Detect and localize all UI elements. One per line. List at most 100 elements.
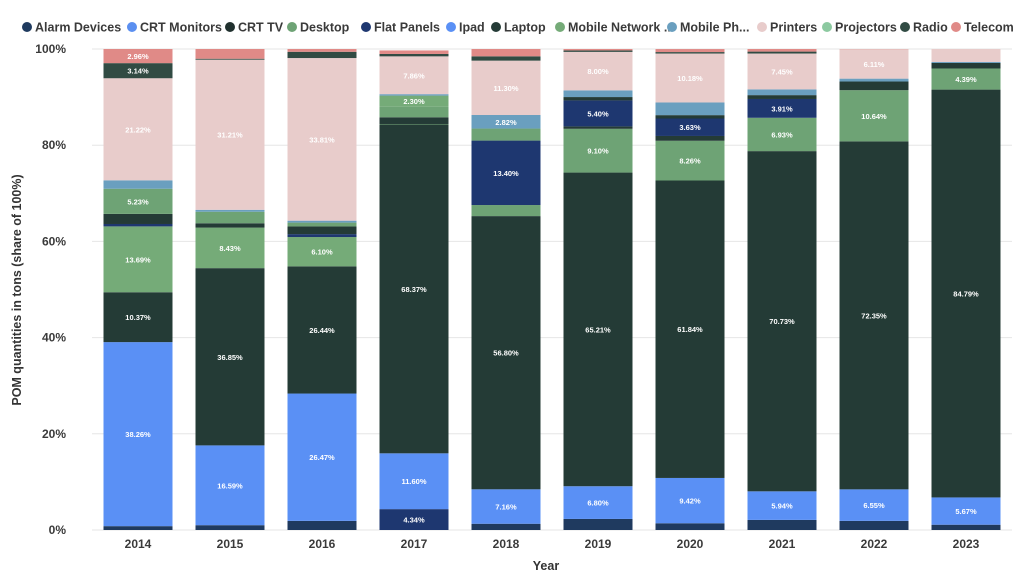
bar-segment[interactable]: 2016 Flat Panels (287, 234, 357, 238)
bar-segment[interactable]: 2016 Telecom (287, 49, 357, 52)
legend-item[interactable]: Mobile Ph... (667, 21, 749, 35)
bar-segment[interactable]: 2014 Laptop (103, 292, 173, 343)
legend-item[interactable]: CRT TV (225, 21, 284, 35)
legend-item[interactable]: Projectors (822, 21, 897, 35)
bar-segment[interactable]: 2022 Printers (839, 49, 909, 79)
bar-segment[interactable]: 2015 Laptop (195, 223, 265, 228)
bar-segment[interactable]: 2014 Ipad (103, 342, 173, 527)
bar-segment[interactable]: 2018 Desktop (471, 128, 541, 141)
bar-segment[interactable]: 2015 Alarm Devices (195, 525, 265, 530)
bar-segment[interactable]: 2020 Flat Panels (655, 118, 725, 136)
bar-segment[interactable]: 2015 Radio (195, 58, 265, 60)
bar-segment[interactable]: 2021 Telecom (747, 49, 817, 52)
legend-item[interactable]: Printers (757, 21, 817, 35)
bar-segment[interactable]: 2019 Laptop (563, 126, 633, 129)
legend-item[interactable]: Alarm Devices (22, 21, 121, 35)
bar-segment[interactable]: 2014 Radio (103, 63, 173, 79)
bar-segment[interactable]: 2018 Ipad (471, 489, 541, 524)
bar-segment[interactable]: 2019 Alarm Devices (563, 518, 633, 530)
bar-segment[interactable]: 2016 Laptop (287, 226, 357, 235)
bar-segment[interactable]: 2021 Radio (747, 51, 817, 54)
bar-segment[interactable]: 2015 Telecom (195, 49, 265, 59)
bar-segment[interactable]: 2022 Ipad (839, 489, 909, 521)
bar-segment[interactable]: 2023 Ipad (931, 497, 1001, 525)
bar-segment[interactable]: 2020 Printers (655, 53, 725, 103)
bar-segment[interactable]: 2020 Laptop (655, 115, 725, 119)
bar-segment[interactable]: 2014 Desktop (103, 188, 173, 214)
bar-segment[interactable]: 2022 Mobile Ph... (839, 78, 909, 82)
bar-segment[interactable]: 2015 Desktop (195, 211, 265, 224)
bar-segment[interactable]: 2023 Mobile Ph... (931, 61, 1001, 63)
bar-segment[interactable]: 2014 Flat Panels (103, 223, 173, 227)
legend-item[interactable]: Laptop (491, 21, 546, 35)
bar-segment[interactable]: 2019 Mobile Ph... (563, 90, 633, 98)
bar-segment[interactable]: 2020 Alarm Devices (655, 523, 725, 530)
bar-segment[interactable]: 2018 Desktop (471, 205, 541, 217)
bar-segment[interactable]: 2016 Mobile Ph... (287, 220, 357, 223)
bar-segment[interactable]: 2021 Alarm Devices (747, 519, 817, 530)
bar-segment[interactable]: 2015 Printers (195, 59, 265, 210)
bar-segment[interactable]: 2016 Radio (287, 51, 357, 59)
legend-item[interactable]: Flat Panels (361, 21, 440, 35)
bar-segment[interactable]: 2017 Laptop (379, 117, 449, 124)
bar-segment[interactable]: 2023 Laptop (931, 62, 1001, 69)
bar-segment[interactable]: 2022 Desktop (839, 90, 909, 142)
bar-segment[interactable]: 2019 Telecom (563, 49, 633, 51)
bar-segment[interactable]: 2018 Printers (471, 60, 541, 115)
bar-segment[interactable]: 2016 Printers (287, 58, 357, 221)
legend-item[interactable]: Radio (900, 21, 948, 35)
bar-segment[interactable]: 2015 Ipad (195, 445, 265, 526)
bar-segment[interactable]: 2020 Laptop (655, 180, 725, 478)
bar-segment[interactable]: 2015 Mobile Network ... (195, 227, 265, 269)
bar-segment[interactable]: 2018 Laptop (471, 216, 541, 490)
bar-segment[interactable]: 2018 Mobile Ph... (471, 114, 541, 129)
bar-segment[interactable]: 2023 Laptop (931, 89, 1001, 498)
bar-segment[interactable]: 2021 Laptop (747, 95, 817, 99)
bar-segment[interactable]: 2014 Mobile Network ... (103, 226, 173, 293)
bar-segment[interactable]: 2017 Desktop (379, 106, 449, 118)
bar-segment[interactable]: 2018 Radio (471, 56, 541, 61)
bar-segment[interactable]: 2021 Flat Panels (747, 98, 817, 118)
bar-segment[interactable]: 2017 Telecom (379, 50, 449, 54)
bar-segment[interactable]: 2016 Desktop (287, 222, 357, 227)
bar-segment[interactable]: 2023 Printers (931, 49, 1001, 62)
legend-item[interactable]: Ipad (446, 21, 485, 35)
bar-segment[interactable]: 2021 Laptop (747, 151, 817, 492)
bar-segment[interactable]: 2014 Telecom (103, 49, 173, 64)
bar-segment[interactable]: 2014 Mobile Ph... (103, 180, 173, 189)
bar-segment[interactable]: 2021 Desktop (747, 117, 817, 152)
bar-segment[interactable]: 2019 Ipad (563, 486, 633, 519)
bar-segment[interactable]: 2020 Mobile Ph... (655, 102, 725, 116)
bar-segment[interactable]: 2014 Printers (103, 78, 173, 181)
bar-segment[interactable]: 2014 Alarm Devices (103, 526, 173, 530)
bar-segment[interactable]: 2017 Printers (379, 56, 449, 95)
bar-segment[interactable]: 2018 Alarm Devices (471, 523, 541, 530)
bar-segment[interactable]: 2017 Radio (379, 53, 449, 57)
bar-segment[interactable]: 2017 Flat Panels (379, 509, 449, 530)
bar-segment[interactable]: 2016 Mobile Network ... (287, 237, 357, 267)
bar-segment[interactable]: 2017 Ipad (379, 453, 449, 510)
bar-segment[interactable]: 2014 Laptop (103, 213, 173, 224)
bar-segment[interactable]: 2016 Alarm Devices (287, 520, 357, 530)
bar-segment[interactable]: 2017 Laptop (379, 124, 449, 454)
bar-segment[interactable]: 2017 Mobile Network ... (379, 95, 449, 107)
bar-segment[interactable]: 2018 Flat Panels (471, 140, 541, 206)
bar-segment[interactable]: 2021 Ipad (747, 491, 817, 520)
bar-segment[interactable]: 2015 Laptop (195, 268, 265, 446)
bar-segment[interactable]: 2017 Mobile Ph... (379, 94, 449, 96)
legend-item[interactable]: Desktop (287, 21, 350, 35)
bar-segment[interactable]: 2016 Ipad (287, 393, 357, 521)
bar-segment[interactable]: 2020 Radio (655, 52, 725, 54)
bar-segment[interactable]: 2020 Telecom (655, 49, 725, 53)
bar-segment[interactable]: 2022 Alarm Devices (839, 520, 909, 530)
bar-segment[interactable]: 2023 Desktop (931, 68, 1001, 90)
bar-segment[interactable]: 2016 Laptop (287, 266, 357, 394)
bar-segment[interactable]: 2015 Mobile Ph... (195, 209, 265, 212)
bar-segment[interactable]: 2020 Ipad (655, 477, 725, 524)
legend-item[interactable]: Telecom (951, 21, 1014, 35)
bar-segment[interactable]: 2018 Telecom (471, 49, 541, 57)
bar-segment[interactable]: 2019 Laptop (563, 97, 633, 101)
bar-segment[interactable]: 2022 Laptop (839, 141, 909, 490)
bar-segment[interactable]: 2022 Laptop (839, 81, 909, 91)
bar-segment[interactable]: 2023 Alarm Devices (931, 524, 1001, 530)
